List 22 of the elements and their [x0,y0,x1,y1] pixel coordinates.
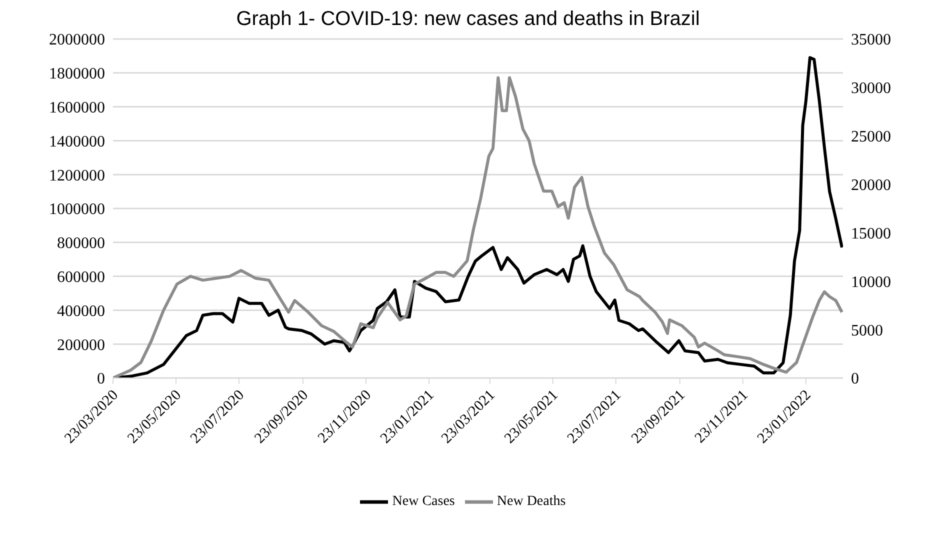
y2-tick-label: 20000 [851,176,891,194]
y2-tick-label: 5000 [851,322,883,340]
y-tick-label: 1000000 [49,201,105,218]
y-tick-label: 200000 [57,336,105,354]
legend-label: New Cases [392,494,455,510]
y-tick-label: 1400000 [49,133,105,150]
y2-tick-label: 15000 [851,225,891,242]
y-tick-label: 600000 [57,268,105,286]
y-tick-label: 400000 [57,302,105,320]
y2-tick-label: 10000 [851,274,891,291]
y2-tick-label: 25000 [851,128,891,146]
y-tick-label: 1600000 [49,99,105,116]
chart-title: Graph 1- COVID-19: new cases and deaths in Brazil [235,8,701,31]
y-tick-label: 1800000 [49,66,105,83]
y2-tick-label: 35000 [851,32,891,49]
legend-label: New Deaths [496,494,566,510]
y-tick-label: 2000000 [49,32,105,49]
y-tick-label: 1200000 [49,167,105,184]
y-tick-label: 0 [97,370,105,388]
y-tick-label: 800000 [57,235,105,252]
y2-tick-label: 0 [851,370,859,388]
y2-tick-label: 30000 [851,80,891,98]
